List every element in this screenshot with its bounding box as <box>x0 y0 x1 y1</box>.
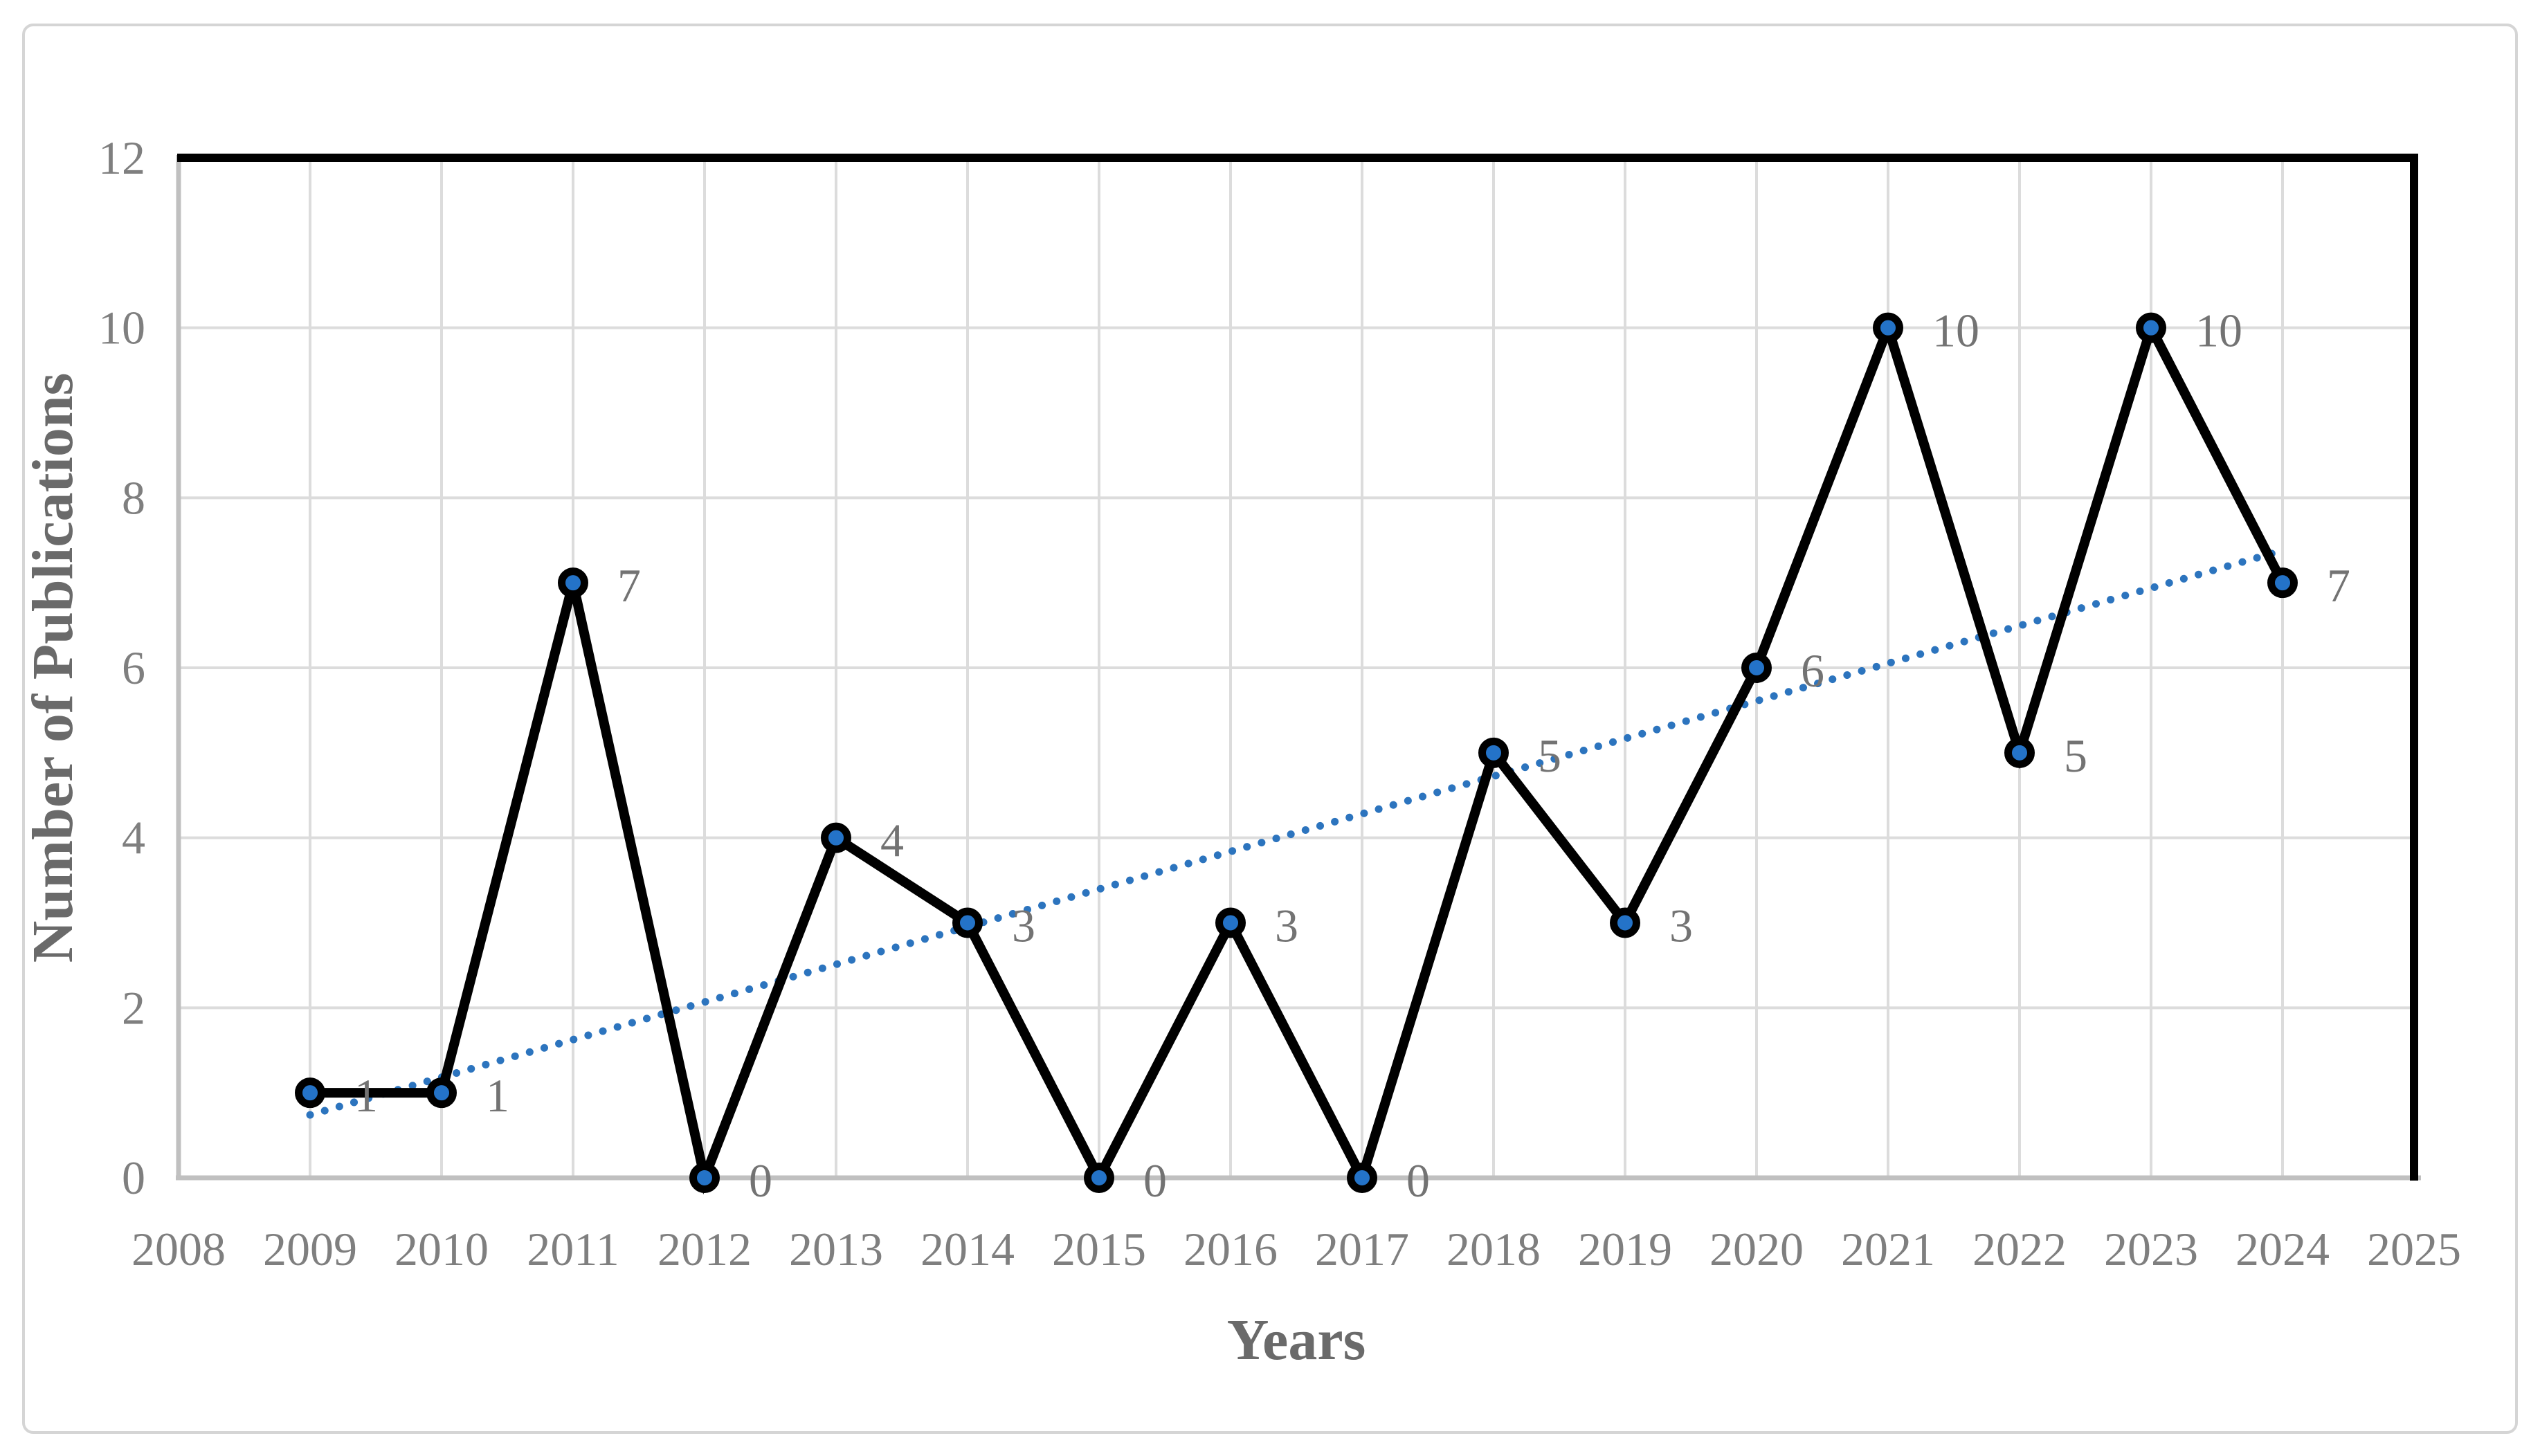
data-point-markers <box>295 312 2298 1193</box>
data-point-marker <box>558 567 588 599</box>
x-tick-label: 2015 <box>1052 1223 1146 1275</box>
x-tick-label: 2022 <box>1972 1223 2067 1275</box>
data-label: 3 <box>1669 900 1693 952</box>
data-label: 4 <box>880 815 904 867</box>
data-label: 3 <box>1012 900 1035 952</box>
data-label: 1 <box>354 1069 378 1122</box>
data-point-marker <box>821 822 851 853</box>
y-tick-label: 8 <box>122 471 145 524</box>
data-point-marker <box>2267 567 2298 599</box>
data-point-marker <box>1084 1163 1114 1193</box>
series-line <box>305 313 2287 1195</box>
y-tick-label: 12 <box>98 131 145 184</box>
data-point-marker <box>295 1077 325 1109</box>
axis-lines <box>176 155 2421 1181</box>
x-tick-label: 2008 <box>131 1223 226 1275</box>
y-axis-tick-labels: 0 2 4 6 8 10 12 <box>98 131 145 1204</box>
figure-border <box>22 24 2518 1434</box>
data-point-marker <box>1478 737 1509 768</box>
y-tick-label: 2 <box>122 981 145 1034</box>
data-label: 10 <box>1932 304 1979 357</box>
x-tick-label: 2009 <box>263 1223 357 1275</box>
data-point-marker <box>2004 737 2035 768</box>
y-axis-title: Number of Publications <box>21 373 85 963</box>
gridlines <box>179 158 2415 1178</box>
data-label: 7 <box>2327 559 2350 612</box>
x-tick-label: 2018 <box>1446 1223 1541 1275</box>
data-point-marker <box>1347 1163 1377 1193</box>
x-axis-title: Years <box>1227 1308 1366 1372</box>
data-label: 5 <box>2064 729 2087 782</box>
x-tick-label: 2016 <box>1183 1223 1278 1275</box>
data-point-marker <box>2136 312 2166 343</box>
x-tick-label: 2012 <box>657 1223 752 1275</box>
x-tick-label: 2019 <box>1578 1223 1672 1275</box>
x-tick-label: 2023 <box>2104 1223 2198 1275</box>
data-point-marker <box>1610 907 1640 938</box>
plot-border <box>177 154 2418 1181</box>
data-label: 1 <box>486 1069 509 1122</box>
data-label: 5 <box>1538 729 1561 782</box>
x-tick-label: 2013 <box>789 1223 883 1275</box>
y-tick-label: 6 <box>122 641 145 694</box>
x-tick-label: 2011 <box>527 1223 619 1275</box>
data-labels: 1 1 7 0 4 3 0 3 0 5 3 6 10 5 10 7 <box>354 304 2350 1207</box>
x-tick-label: 2017 <box>1315 1223 1409 1275</box>
data-point-marker <box>1873 312 1903 343</box>
data-label: 7 <box>617 559 641 612</box>
data-point-marker <box>1215 907 1246 938</box>
data-point-marker <box>426 1077 457 1109</box>
x-tick-label: 2020 <box>1709 1223 1804 1275</box>
data-point-marker <box>1741 653 1772 683</box>
data-label: 6 <box>1801 644 1824 697</box>
y-tick-label: 4 <box>122 812 145 864</box>
y-tick-label: 10 <box>98 302 145 354</box>
data-label: 0 <box>749 1154 772 1207</box>
y-tick-label: 0 <box>122 1152 145 1204</box>
x-tick-label: 2010 <box>394 1223 489 1275</box>
x-tick-label: 2025 <box>2367 1223 2461 1275</box>
x-tick-label: 2021 <box>1841 1223 1935 1275</box>
x-tick-label: 2014 <box>920 1223 1015 1275</box>
data-point-marker <box>689 1163 720 1193</box>
series-polyline <box>305 313 2287 1195</box>
data-label: 10 <box>2195 304 2242 357</box>
data-label: 3 <box>1275 900 1298 952</box>
data-label: 0 <box>1143 1154 1167 1207</box>
data-point-marker <box>952 907 983 938</box>
data-label: 0 <box>1406 1154 1430 1207</box>
x-axis-tick-labels: 2008 2009 2010 2011 2012 2013 2014 2015 2016 2017… <box>131 1223 2461 1275</box>
x-tick-label: 2024 <box>2235 1223 2330 1275</box>
